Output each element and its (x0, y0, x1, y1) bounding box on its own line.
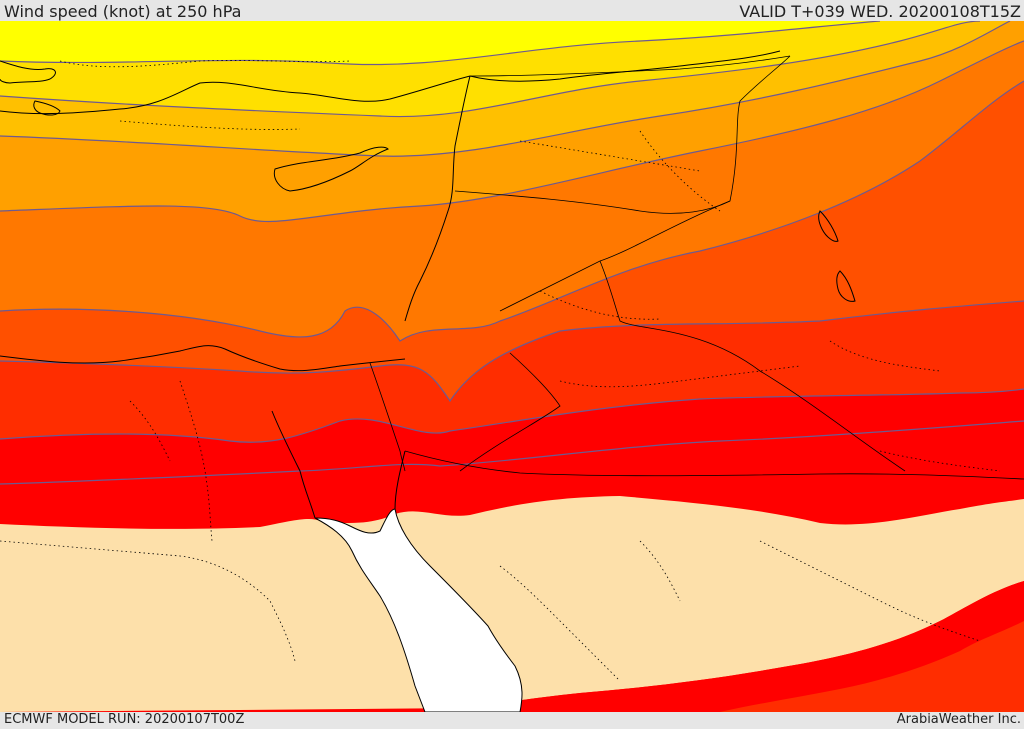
footer-bar: ECMWF MODEL RUN: 20200107T00Z ArabiaWeat… (0, 712, 1024, 729)
band-south-red-orange (720, 621, 1024, 712)
map-title: Wind speed (knot) at 250 hPa (4, 2, 242, 21)
land-below-threshold (0, 496, 1024, 712)
borders (369, 55, 1024, 480)
cyprus (273, 146, 389, 192)
model-run: ECMWF MODEL RUN: 20200107T00Z (4, 712, 245, 727)
valid-time: VALID T+039 WED. 20200108T15Z (739, 2, 1021, 21)
credit: ArabiaWeather Inc. (896, 712, 1021, 727)
wind-speed-map (0, 21, 1024, 712)
internal-boundaries (0, 60, 1001, 682)
red-sea (314, 508, 523, 712)
header-bar: Wind speed (knot) at 250 hPa VALID T+039… (0, 0, 1024, 21)
